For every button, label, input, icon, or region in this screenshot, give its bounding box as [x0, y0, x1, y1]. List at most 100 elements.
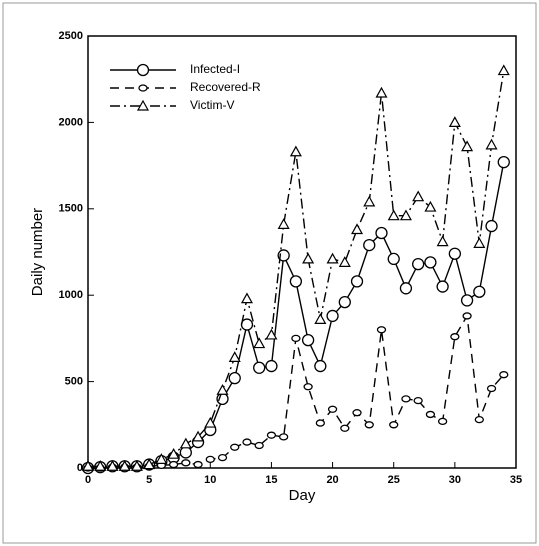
- marker: [450, 333, 460, 341]
- marker: [436, 280, 449, 293]
- marker: [205, 455, 215, 464]
- marker: [351, 223, 364, 235]
- marker: [363, 238, 376, 252]
- marker: [327, 405, 338, 413]
- marker: [399, 209, 412, 221]
- marker: [499, 371, 509, 379]
- marker: [425, 410, 436, 419]
- marker: [436, 235, 449, 247]
- marker: [240, 318, 254, 331]
- marker: [485, 138, 498, 150]
- marker: [448, 116, 461, 127]
- marker: [401, 395, 411, 403]
- x-tick-label: 0: [85, 474, 91, 486]
- marker: [473, 237, 486, 248]
- y-tick-label: 1000: [59, 289, 83, 301]
- marker: [424, 256, 437, 269]
- marker: [497, 155, 510, 169]
- x-tick-label: 20: [326, 474, 338, 486]
- marker: [314, 313, 327, 324]
- marker: [253, 337, 266, 349]
- marker: [143, 458, 156, 470]
- marker: [338, 256, 351, 267]
- marker: [412, 257, 425, 271]
- marker: [326, 309, 339, 323]
- marker: [228, 351, 241, 363]
- plot-area: [87, 35, 517, 469]
- marker: [266, 431, 277, 439]
- legend-label: Infected-I: [190, 62, 240, 76]
- marker: [314, 359, 327, 373]
- legend-label: Recovered-R: [190, 80, 261, 94]
- marker: [167, 447, 180, 459]
- x-axis-title: Day: [289, 487, 316, 504]
- marker: [375, 86, 388, 98]
- marker: [376, 326, 387, 334]
- marker: [216, 384, 229, 395]
- legend-marker: [136, 99, 150, 111]
- marker: [130, 460, 143, 471]
- x-tick-label: 35: [510, 474, 522, 486]
- y-tick-label: 2000: [59, 116, 83, 128]
- marker: [106, 460, 119, 471]
- marker: [228, 371, 241, 385]
- marker: [230, 443, 240, 451]
- marker: [461, 140, 474, 152]
- series-line: [88, 70, 505, 467]
- marker: [474, 415, 484, 424]
- marker: [462, 312, 472, 320]
- legend-label: Victim-V: [190, 98, 234, 112]
- marker: [363, 195, 376, 207]
- marker: [315, 419, 325, 427]
- marker: [302, 252, 315, 264]
- marker: [437, 417, 448, 425]
- marker: [192, 430, 205, 442]
- legend-marker: [138, 84, 148, 92]
- marker: [340, 424, 350, 432]
- y-tick-label: 1500: [59, 203, 83, 215]
- marker: [389, 421, 399, 429]
- marker: [326, 252, 339, 264]
- marker: [412, 190, 425, 202]
- y-axis-title: Daily number: [29, 208, 46, 296]
- marker: [279, 433, 289, 441]
- marker: [254, 441, 264, 450]
- marker: [387, 252, 400, 266]
- marker: [486, 384, 497, 393]
- marker: [94, 460, 107, 471]
- marker: [350, 275, 364, 288]
- marker: [240, 292, 253, 304]
- x-tick-label: 5: [146, 474, 152, 486]
- marker: [253, 361, 266, 374]
- marker: [424, 200, 437, 212]
- x-tick-label: 25: [388, 474, 400, 486]
- marker: [289, 145, 302, 157]
- y-tick-label: 500: [65, 376, 83, 388]
- marker: [338, 295, 351, 309]
- marker: [265, 328, 278, 340]
- marker: [485, 219, 498, 233]
- marker: [155, 453, 168, 464]
- marker: [265, 359, 278, 373]
- marker: [289, 275, 303, 288]
- marker: [301, 333, 315, 347]
- marker: [193, 460, 203, 469]
- marker: [460, 294, 474, 307]
- marker: [399, 282, 413, 295]
- marker: [217, 453, 228, 462]
- marker: [291, 334, 301, 343]
- marker: [118, 460, 131, 471]
- marker: [413, 396, 423, 405]
- x-tick-label: 10: [204, 474, 216, 486]
- marker: [181, 459, 191, 467]
- legend-marker: [136, 63, 150, 77]
- y-tick-label: 0: [77, 462, 83, 474]
- marker: [387, 209, 400, 221]
- y-tick-label: 2500: [59, 30, 83, 42]
- marker: [179, 437, 192, 449]
- marker: [352, 409, 362, 417]
- marker: [497, 64, 510, 76]
- marker: [473, 285, 486, 298]
